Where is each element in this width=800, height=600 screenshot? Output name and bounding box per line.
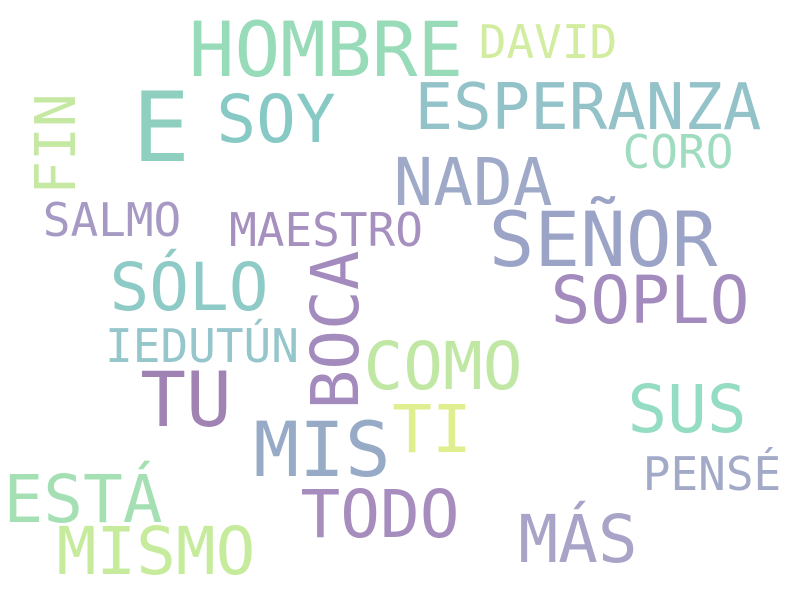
word-esta: ESTÁ <box>3 461 163 538</box>
word-mismo: MISMO <box>56 513 256 590</box>
word-pense: PENSÉ <box>642 447 782 501</box>
word-tu: TU <box>140 355 232 444</box>
word-e: E <box>132 72 190 184</box>
word-david: DAVID <box>478 15 618 69</box>
word-solo: SÓLO <box>109 249 269 326</box>
word-soplo: SOPLO <box>550 262 750 339</box>
word-boca: BOCA <box>297 250 374 410</box>
word-hombre: HOMBRE <box>188 5 464 94</box>
word-maestro: MAESTRO <box>229 203 423 257</box>
word-sus: SUS <box>627 371 747 448</box>
word-salmo: SALMO <box>42 193 182 247</box>
word-senor: SEÑOR <box>488 195 718 284</box>
word-mis: MIS <box>253 405 391 494</box>
word-ti: TI <box>392 391 472 468</box>
word-iedutun: IEDUTÚN <box>105 319 299 373</box>
word-esperanza: ESPERANZA <box>414 71 762 145</box>
word-coro: CORO <box>622 125 734 179</box>
word-mas: MÁS <box>518 501 638 578</box>
word-fin: FIN <box>24 93 89 195</box>
word-nada: NADA <box>393 144 553 221</box>
word-como: COMO <box>363 328 523 405</box>
word-soy: SOY <box>216 81 336 158</box>
word-todo: TODO <box>300 476 460 553</box>
